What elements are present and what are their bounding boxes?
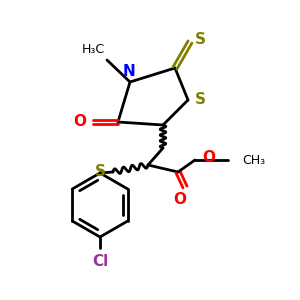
Text: CH₃: CH₃ xyxy=(242,154,265,166)
Text: O: O xyxy=(202,149,215,164)
Text: H₃C: H₃C xyxy=(82,43,105,56)
Text: O: O xyxy=(73,115,86,130)
Text: S: S xyxy=(195,32,206,47)
Text: S: S xyxy=(95,164,106,178)
Text: Cl: Cl xyxy=(92,254,108,269)
Text: N: N xyxy=(123,64,135,79)
Text: S: S xyxy=(195,92,206,107)
Text: O: O xyxy=(173,192,187,207)
